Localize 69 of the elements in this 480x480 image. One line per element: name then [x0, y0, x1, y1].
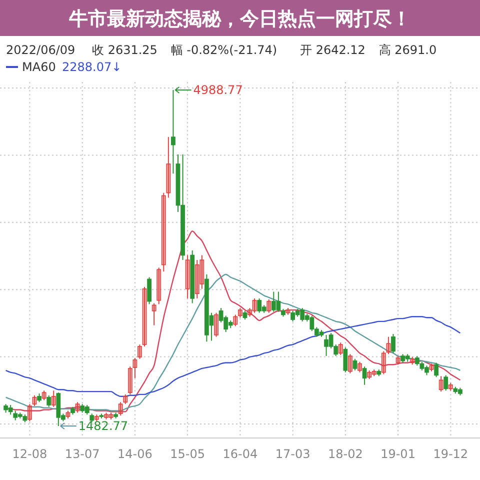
text: 2288.07↓ — [62, 60, 122, 74]
candlestick — [118, 402, 123, 416]
candlestick — [108, 412, 114, 420]
candlestick — [94, 414, 99, 422]
candlestick — [238, 308, 242, 318]
text: 高 2691.0 — [378, 43, 437, 57]
annotation: 1482.77 — [78, 419, 128, 433]
candlestick — [200, 254, 204, 290]
candlestick — [352, 358, 358, 371]
x-tick-label: 19-01 — [380, 447, 416, 461]
candlestick — [156, 267, 162, 305]
text: 幅 -0.82%(-21.74) — [170, 43, 278, 57]
candlestick — [348, 354, 352, 374]
candlestick — [358, 361, 362, 373]
candlestick — [338, 342, 343, 356]
candlestick — [266, 298, 272, 314]
candlestick — [32, 394, 37, 406]
candlestick — [194, 259, 200, 299]
candlestick — [123, 394, 128, 405]
candlestick — [429, 363, 434, 372]
candlestick — [138, 344, 142, 360]
candlestick — [51, 390, 56, 408]
candlestick — [233, 314, 238, 327]
text: 收 2631.25 — [92, 43, 158, 57]
candlestick — [372, 368, 376, 377]
candlestick — [152, 302, 156, 326]
candlestick — [166, 136, 171, 198]
x-tick-label: 18-02 — [328, 447, 363, 461]
candlestick — [132, 357, 138, 379]
candlestick — [434, 362, 438, 378]
candlestick — [171, 90, 176, 174]
candlestick — [28, 404, 32, 422]
candlestick — [248, 308, 252, 318]
annotation: 4988.77 — [193, 83, 243, 97]
candlestick — [396, 356, 400, 366]
candlestick — [438, 376, 444, 392]
candlestick — [367, 370, 372, 380]
text: 2022/06/09 — [6, 43, 76, 57]
candlestick — [161, 192, 166, 272]
candlestick — [42, 390, 46, 401]
candlestick — [46, 394, 52, 408]
candlestick — [362, 366, 367, 386]
x-tick-label: 16-04 — [222, 447, 258, 461]
x-tick-label: 19-12 — [433, 447, 468, 461]
candlestick — [448, 382, 453, 392]
candlestick — [185, 254, 190, 299]
candlestick — [386, 336, 391, 355]
candlestick — [391, 333, 396, 354]
candlestick — [75, 402, 80, 414]
chart-title: 牛市最新动态揭秘，今日热点一网打尽！ — [68, 8, 411, 30]
legend-label: MA60 — [22, 60, 56, 74]
candlestick — [252, 298, 257, 314]
candlestick — [381, 350, 386, 375]
candlestick — [104, 412, 108, 420]
x-tick-label: 12-08 — [12, 447, 48, 461]
x-tick-label: 13-07 — [64, 447, 100, 461]
candlestick — [142, 286, 147, 347]
candlestick — [128, 366, 132, 395]
x-tick-label: 17-03 — [275, 447, 310, 461]
candlestick — [66, 410, 70, 419]
candlestick — [286, 308, 290, 316]
candlestick — [410, 356, 415, 366]
x-tick-label: 14-06 — [118, 447, 152, 461]
text: 开 2642.12 — [300, 43, 366, 57]
x-tick-label: 15-05 — [170, 447, 205, 461]
candlestick — [147, 276, 152, 305]
candlestick — [444, 374, 448, 392]
candlestick — [214, 312, 218, 338]
candlestick — [343, 346, 348, 373]
